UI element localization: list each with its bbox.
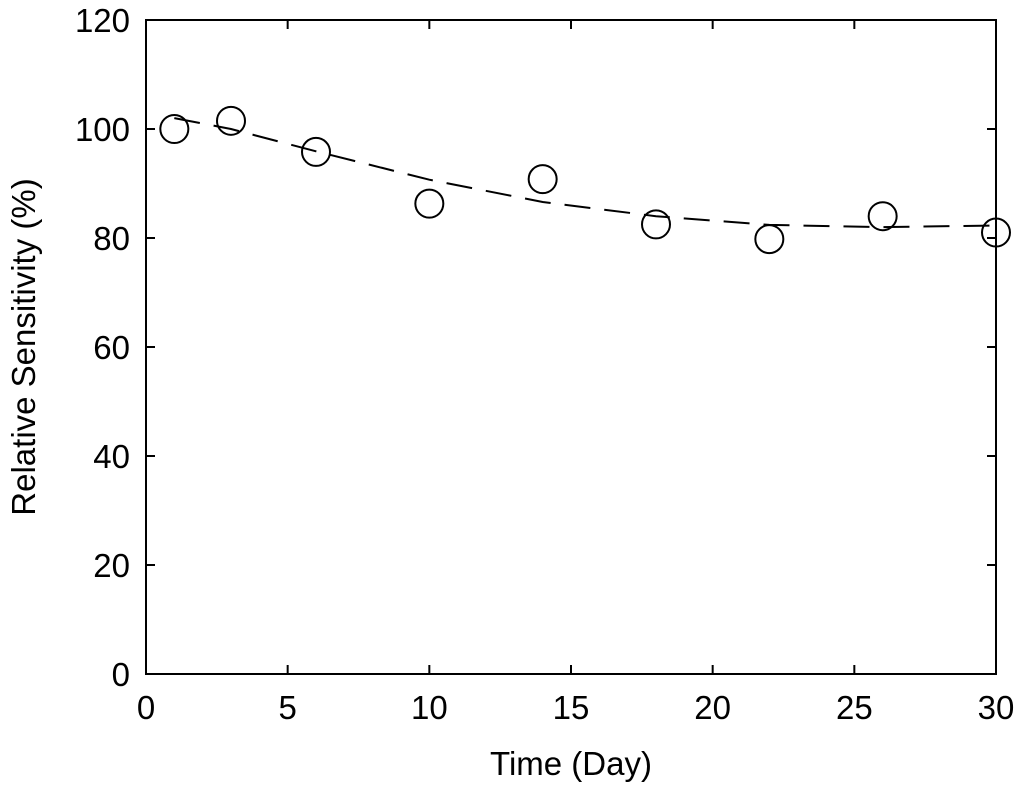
data-point <box>981 217 1011 248</box>
x-tick-label: 20 <box>694 689 731 726</box>
x-tick-label: 25 <box>836 689 873 726</box>
data-point <box>216 105 246 136</box>
x-tick-label: 10 <box>411 689 448 726</box>
plot-frame <box>145 19 997 675</box>
x-axis-label: Time (Day) <box>490 745 652 782</box>
fit-line <box>174 117 997 229</box>
data-point <box>301 136 331 167</box>
y-tick-label: 80 <box>93 220 130 257</box>
y-axis-label: Relative Sensitivity (%) <box>5 178 42 515</box>
data-point <box>527 164 558 195</box>
data-point <box>414 188 445 219</box>
y-tick-label: 120 <box>75 2 130 39</box>
y-tick-label: 20 <box>93 547 130 584</box>
x-tick-label: 15 <box>553 689 590 726</box>
data-point <box>159 114 190 144</box>
data-point <box>867 201 898 232</box>
x-tick-label: 5 <box>278 689 296 726</box>
data-points <box>159 105 1011 255</box>
data-point <box>641 209 671 240</box>
y-tick-label: 60 <box>93 329 130 366</box>
x-tick-label: 0 <box>137 689 155 726</box>
ticks <box>145 19 997 675</box>
y-tick-label: 40 <box>93 438 130 475</box>
tick-labels: 0 5 10 15 20 25 30 0 20 40 60 80 100 120 <box>75 2 1014 726</box>
data-point <box>754 224 785 255</box>
x-tick-label: 30 <box>978 689 1015 726</box>
y-tick-label: 100 <box>75 111 130 148</box>
y-tick-label: 0 <box>112 656 130 693</box>
